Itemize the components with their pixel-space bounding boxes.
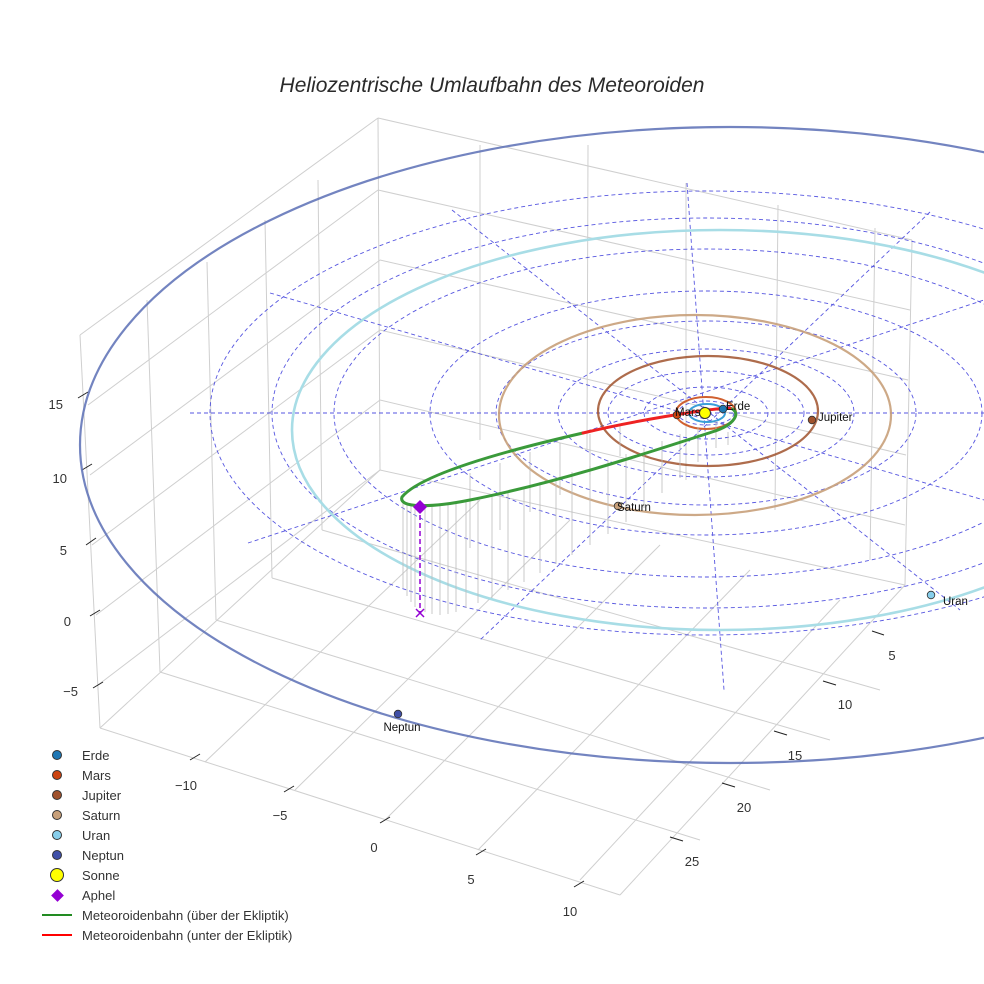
x-tick: −10 [175, 778, 197, 793]
meteoroid-orbit-above [400, 406, 738, 508]
legend-label: Sonne [82, 867, 120, 883]
dot-icon [52, 770, 62, 780]
x-tick: 5 [467, 872, 474, 887]
dot-icon [52, 790, 62, 800]
y-axis-ticks: 5 10 15 20 25 [685, 648, 896, 869]
legend-item-uran[interactable]: Uran [40, 825, 292, 845]
label-jupiter: Jupiter [818, 412, 853, 424]
label-saturn: Saturn [617, 502, 651, 514]
legend-label: Aphel [82, 887, 116, 903]
x-axis-ticks: −10 −5 0 5 10 [175, 778, 577, 919]
legend-label: Uran [82, 827, 111, 843]
legend-item-sonne[interactable]: Sonne [40, 865, 292, 885]
legend-label: Saturn [82, 807, 121, 823]
label-uran: Uran [943, 596, 968, 608]
saturn-marker [613, 501, 623, 511]
legend-item-jupiter[interactable]: Jupiter [40, 785, 292, 805]
legend-label: Meteoroidenbahn (über der Ekliptik) [82, 907, 289, 923]
tick-marks [77, 391, 885, 888]
dot-icon [52, 850, 62, 860]
orbit-saturn [497, 313, 893, 517]
diamond-icon [50, 888, 64, 902]
y-tick: 10 [838, 697, 852, 712]
z-tick: −5 [63, 684, 78, 699]
x-tick: −5 [273, 808, 288, 823]
y-tick: 15 [788, 748, 802, 763]
label-mars: Mars [675, 407, 701, 419]
y-tick: 20 [737, 800, 751, 815]
aphel-group [413, 500, 427, 618]
legend-item-orbit-below[interactable]: Meteoroidenbahn (unter der Ekliptik) [40, 925, 292, 945]
legend-label: Neptun [82, 847, 124, 863]
legend-item-neptun[interactable]: Neptun [40, 845, 292, 865]
legend-item-aphel[interactable]: Aphel [40, 885, 292, 905]
jupiter-marker [807, 415, 817, 425]
aphel-marker [413, 500, 427, 514]
chart-title: Heliozentrische Umlaufbahn des Meteoroid… [279, 74, 705, 97]
z-tick: 0 [64, 614, 71, 629]
sun-icon [50, 868, 64, 882]
legend-item-saturn[interactable]: Saturn [40, 805, 292, 825]
orbit-neptun [79, 125, 984, 765]
mars-marker [672, 410, 682, 420]
x-tick: 0 [370, 840, 377, 855]
aphel-projection-icon [415, 608, 425, 618]
line-icon [42, 914, 72, 916]
bodies: Erde Mars Jupiter Saturn Uran Neptun [383, 401, 967, 734]
legend-item-erde[interactable]: Erde [40, 745, 292, 765]
orbit-uran [290, 228, 984, 632]
dot-icon [52, 750, 62, 760]
legend-label: Jupiter [82, 787, 122, 803]
x-tick: 10 [563, 904, 577, 919]
uran-marker [926, 590, 936, 600]
legend-label: Erde [82, 747, 110, 763]
y-tick: 5 [888, 648, 895, 663]
neptun-marker [393, 709, 403, 719]
dot-icon [52, 830, 62, 840]
y-tick: 25 [685, 854, 699, 869]
z-axis-ticks: 15 10 5 0 −5 [49, 397, 78, 699]
erde-marker [718, 404, 728, 414]
planet-orbits [79, 125, 984, 765]
legend-label: Mars [82, 767, 111, 783]
drop-lines [402, 421, 729, 615]
label-neptun: Neptun [383, 722, 420, 734]
dot-icon [52, 810, 62, 820]
legend-item-orbit-above[interactable]: Meteoroidenbahn (über der Ekliptik) [40, 905, 292, 925]
label-erde: Erde [726, 401, 750, 413]
z-tick: 10 [53, 471, 67, 486]
legend: Erde Mars Jupiter Saturn Uran Neptun Son… [40, 745, 292, 945]
line-icon [42, 934, 72, 936]
sun-marker [699, 407, 711, 419]
orbit-jupiter [596, 354, 820, 468]
z-tick: 5 [60, 543, 67, 558]
z-tick: 15 [49, 397, 63, 412]
legend-label: Meteoroidenbahn (unter der Ekliptik) [82, 927, 293, 943]
legend-item-mars[interactable]: Mars [40, 765, 292, 785]
